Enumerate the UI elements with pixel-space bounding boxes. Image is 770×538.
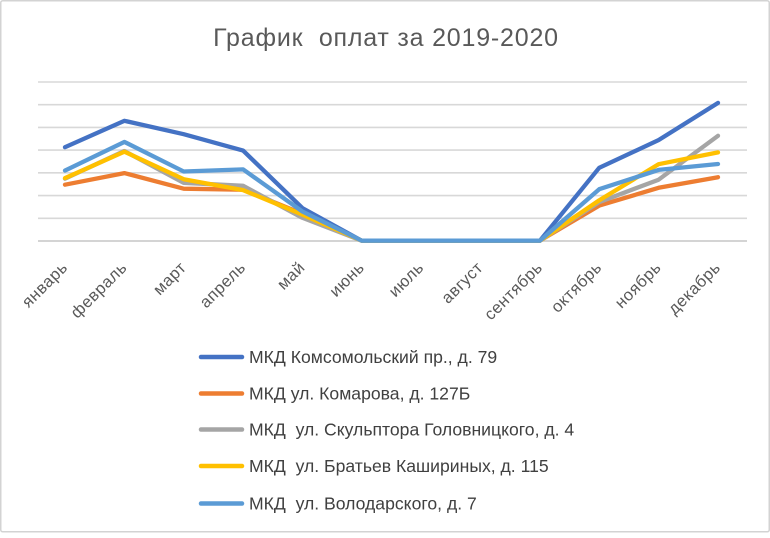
svg-text:МКД ул. Скульптора Головницко: МКД ул. Скульптора Головницкого, д. 4 (249, 420, 574, 440)
svg-text:МКД ул. Комарова, д. 127Б: МКД ул. Комарова, д. 127Б (249, 384, 470, 404)
svg-text:МКД ул. Володарского, д. 7: МКД ул. Володарского, д. 7 (249, 494, 477, 514)
svg-text:МКД Комсомольский пр., д. 79: МКД Комсомольский пр., д. 79 (249, 347, 497, 367)
svg-text:График оплат за 2019-2020: График оплат за 2019-2020 (213, 24, 559, 52)
svg-text:МКД ул. Братьев Кашириных, д.: МКД ул. Братьев Кашириных, д. 115 (249, 456, 549, 476)
